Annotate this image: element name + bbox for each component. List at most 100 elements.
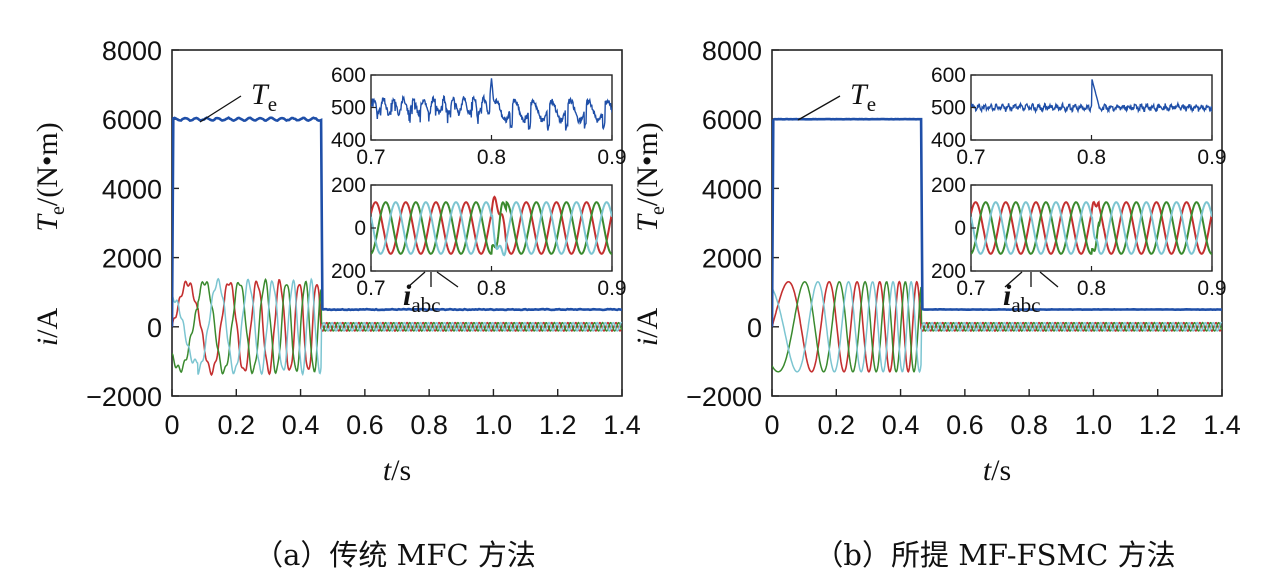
y-tick-label: 8000 [102,36,162,66]
inset-torque-y-tick: 600 [931,64,966,87]
inset-current-x-tick: 0.7 [356,277,385,300]
inset-torque-zoom: 600 500 4000.7 0.8 0.9 [931,64,1227,169]
x-axis-var: t [983,454,992,487]
current-var: i [631,338,664,346]
torque-var: T [31,213,64,232]
series-i_b [772,280,1222,373]
iabc-annotation-sub: abc [411,293,440,317]
iabc-annotation-leader [1004,271,1023,288]
y-tick-label: 6000 [702,105,762,135]
inset-torque-y-tick: 400 [331,129,366,152]
inset-current-x-tick: 0.7 [956,277,985,300]
series-i_c [772,280,1222,374]
series-i_a [172,278,622,377]
current-var: i [31,338,64,346]
iabc-annotation-var: i [403,279,412,312]
x-tick-label: 0.2 [218,410,256,440]
x-tick-label: 0.8 [410,410,448,440]
panel-caption: （a）传统 MFC 方法 [254,538,536,572]
x-tick-label: 1.4 [1203,410,1241,440]
te-annotation-var: T [251,78,270,111]
te-annotation-sub: e [867,92,876,116]
x-tick-label: 1.0 [1075,410,1113,440]
inset-torque-x-tick: 0.7 [956,146,985,169]
y-tick-label: 2000 [102,244,162,274]
inset-current-y-tick: 200 [331,174,366,197]
torque-sub: e [647,206,669,215]
current-series-group [172,116,622,377]
inset-torque-y-tick: 500 [931,97,966,120]
inset-current-y-tick: 200 [331,260,366,283]
inset-current-x-tick: 0.9 [1197,277,1226,300]
inset-current-y-tick: 200 [931,174,966,197]
inset-torque-x-tick: 0.9 [597,146,626,169]
inset-torque-x-tick: 0.8 [1077,146,1106,169]
x-axis-label: t/s [383,454,411,487]
x-tick-label: 0 [164,410,179,440]
series-i_c [172,277,622,377]
inset-current-y-tick: 0 [954,217,966,240]
x-tick-label: 0.4 [282,410,320,440]
x-tick-label: 0 [764,410,779,440]
inset-torque-series [971,79,1212,115]
current-unit: /A [631,307,664,337]
iabc-annotation-leader [1039,271,1059,288]
y-axis-label-current: i/A [631,307,664,346]
inset-current-x-tick: 0.8 [1077,277,1106,300]
inset-current-series-i_c [971,201,1212,255]
te-annotation-var: T [850,78,869,111]
x-tick-label: 1.0 [475,410,513,440]
x-tick-label: 1.2 [1139,410,1177,440]
inset-torque-x-tick: 0.8 [477,146,506,169]
te-annotation-sub: e [268,92,277,116]
iabc-annotation-leader [436,271,459,288]
y-tick-label: 2000 [702,244,762,274]
te-annotation: Te [850,78,876,116]
series-T_e [772,117,1222,327]
x-tick-label: 1.2 [539,410,577,440]
y-tick-label: 8000 [702,36,762,66]
te-annotation-leader [797,95,841,121]
y-tick-label: 4000 [102,174,162,204]
y-axis-label-current: i/A [31,307,64,346]
te-annotation-leader [199,95,242,123]
x-tick-label: 1.4 [603,410,641,440]
inset-current-x-tick: 0.9 [597,277,626,300]
series-i_b [172,278,622,375]
torque-var: T [631,213,664,232]
inset-current-y-tick: 200 [931,260,966,283]
torque-unit: /(N•m) [31,122,64,206]
inset-current-x-tick: 0.8 [477,277,506,300]
inset-torque-y-tick: 600 [331,64,366,87]
series-T_e [172,116,622,327]
inset-current-frame [370,184,613,272]
inset-current-series-i_c [371,201,612,257]
y-tick-label: −2000 [686,382,762,412]
x-axis-label: t/s [983,454,1011,487]
x-axis-unit: /s [391,454,411,487]
inset-torque-series [371,78,612,131]
iabc-annotation: iabc [1003,279,1041,317]
x-tick-label: 0.6 [946,410,984,440]
iabc-annotation: iabc [403,279,441,317]
x-tick-label: 0.8 [1010,410,1048,440]
inset-torque-zoom: 600 500 4000.7 0.8 0.9 [331,64,627,169]
x-axis-unit: /s [991,454,1011,487]
y-tick-label: 6000 [102,105,162,135]
inset-torque-y-tick: 400 [931,129,966,152]
current-series-group [772,117,1222,374]
torque-sub: e [47,206,69,215]
x-axis-var: t [383,454,392,487]
y-tick-label: 4000 [702,174,762,204]
inset-torque-x-tick: 0.9 [1197,146,1226,169]
series-i_a [772,280,1222,373]
te-annotation: Te [251,78,277,116]
iabc-annotation-sub: abc [1011,293,1040,317]
y-tick-label: 0 [147,313,162,343]
iabc-annotation-leader [407,271,426,288]
